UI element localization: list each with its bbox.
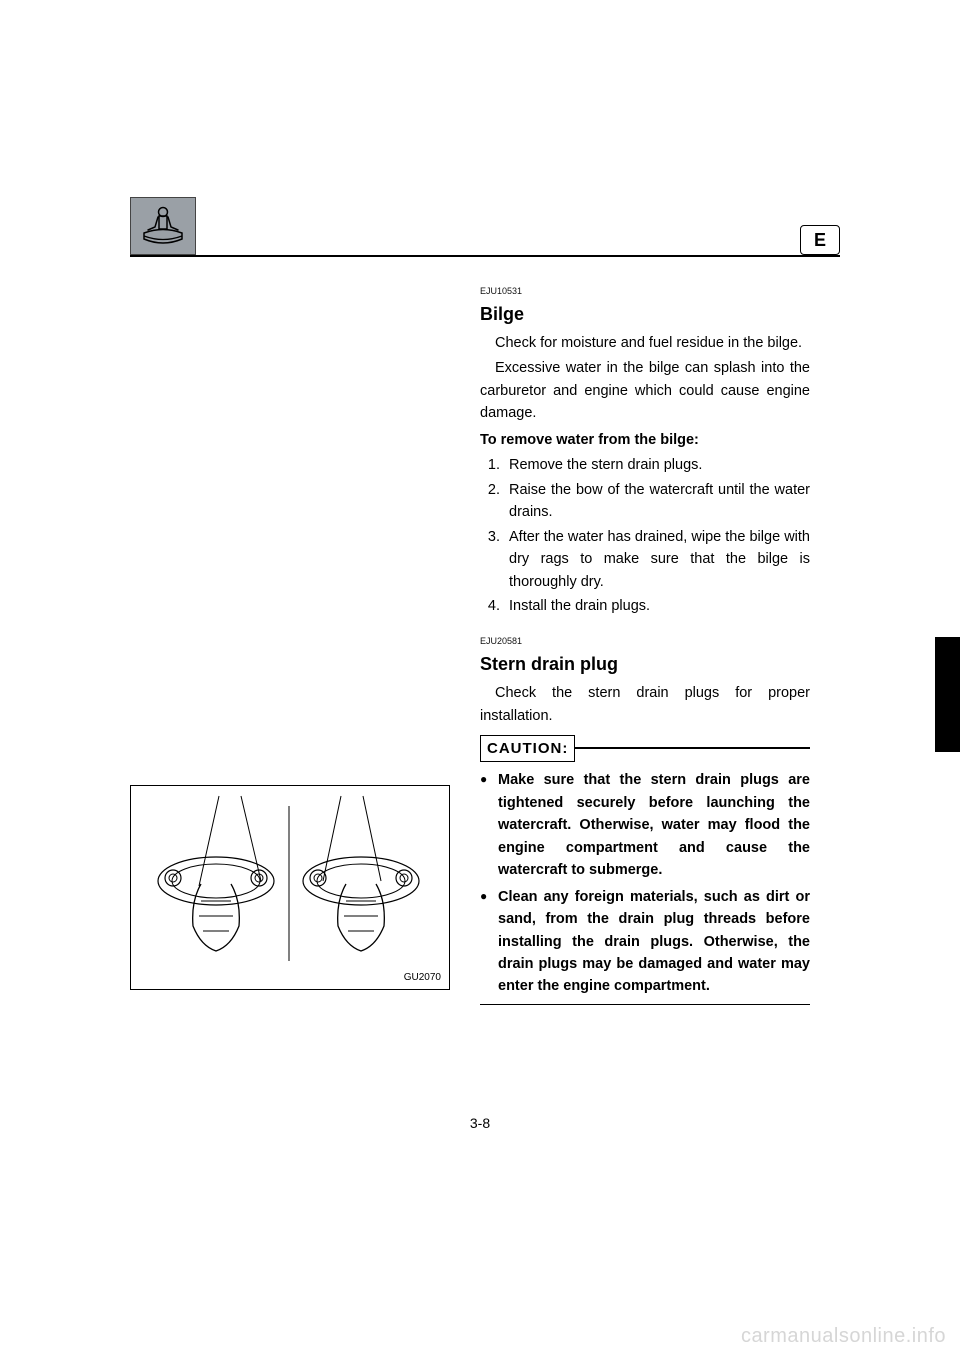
step-item: Raise the bow of the watercraft until th… — [504, 479, 810, 524]
step-item: Install the drain plugs. — [504, 595, 810, 617]
content-columns: GU2070 EJU10531 Bilge Check for moisture… — [130, 285, 840, 1005]
bullet-item: Clean any foreign materials, such as dir… — [480, 886, 810, 998]
header-divider — [130, 255, 840, 257]
caution-bullets: Make sure that the stern drain plugs are… — [480, 769, 810, 998]
para-text: Check the stern drain plugs for proper i… — [480, 682, 810, 727]
bullet-item: Make sure that the stern drain plugs are… — [480, 769, 810, 881]
end-rule — [480, 1004, 810, 1006]
language-indicator: E — [800, 225, 840, 255]
watercraft-rider-icon — [130, 197, 196, 255]
page-number: 3-8 — [470, 1115, 490, 1131]
steps-list: Remove the stern drain plugs. Raise the … — [480, 454, 810, 617]
step-item: Remove the stern drain plugs. — [504, 454, 810, 476]
para-text: Excessive water in the bilge can splash … — [480, 357, 810, 424]
section-title-stern: Stern drain plug — [480, 651, 810, 679]
ref-code: EJU10531 — [480, 285, 810, 299]
section-title-bilge: Bilge — [480, 301, 810, 329]
step-item: After the water has drained, wipe the bi… — [504, 526, 810, 593]
page-content: E — [130, 205, 840, 1005]
caution-heading: CAUTION: — [480, 735, 810, 761]
watermark-text: carmanualsonline.info — [741, 1325, 946, 1348]
steps-heading: To remove water from the bilge: — [480, 429, 810, 451]
caution-label: CAUTION: — [480, 735, 575, 762]
drain-plug-figure: GU2070 — [130, 785, 450, 990]
ref-code: EJU20581 — [480, 635, 810, 649]
left-column: GU2070 — [130, 285, 450, 1005]
page-header: E — [130, 205, 840, 267]
section-tab — [935, 637, 960, 752]
right-column: EJU10531 Bilge Check for moisture and fu… — [480, 285, 810, 1005]
figure-label: GU2070 — [404, 972, 441, 983]
para-text: Check for moisture and fuel residue in t… — [480, 332, 810, 354]
